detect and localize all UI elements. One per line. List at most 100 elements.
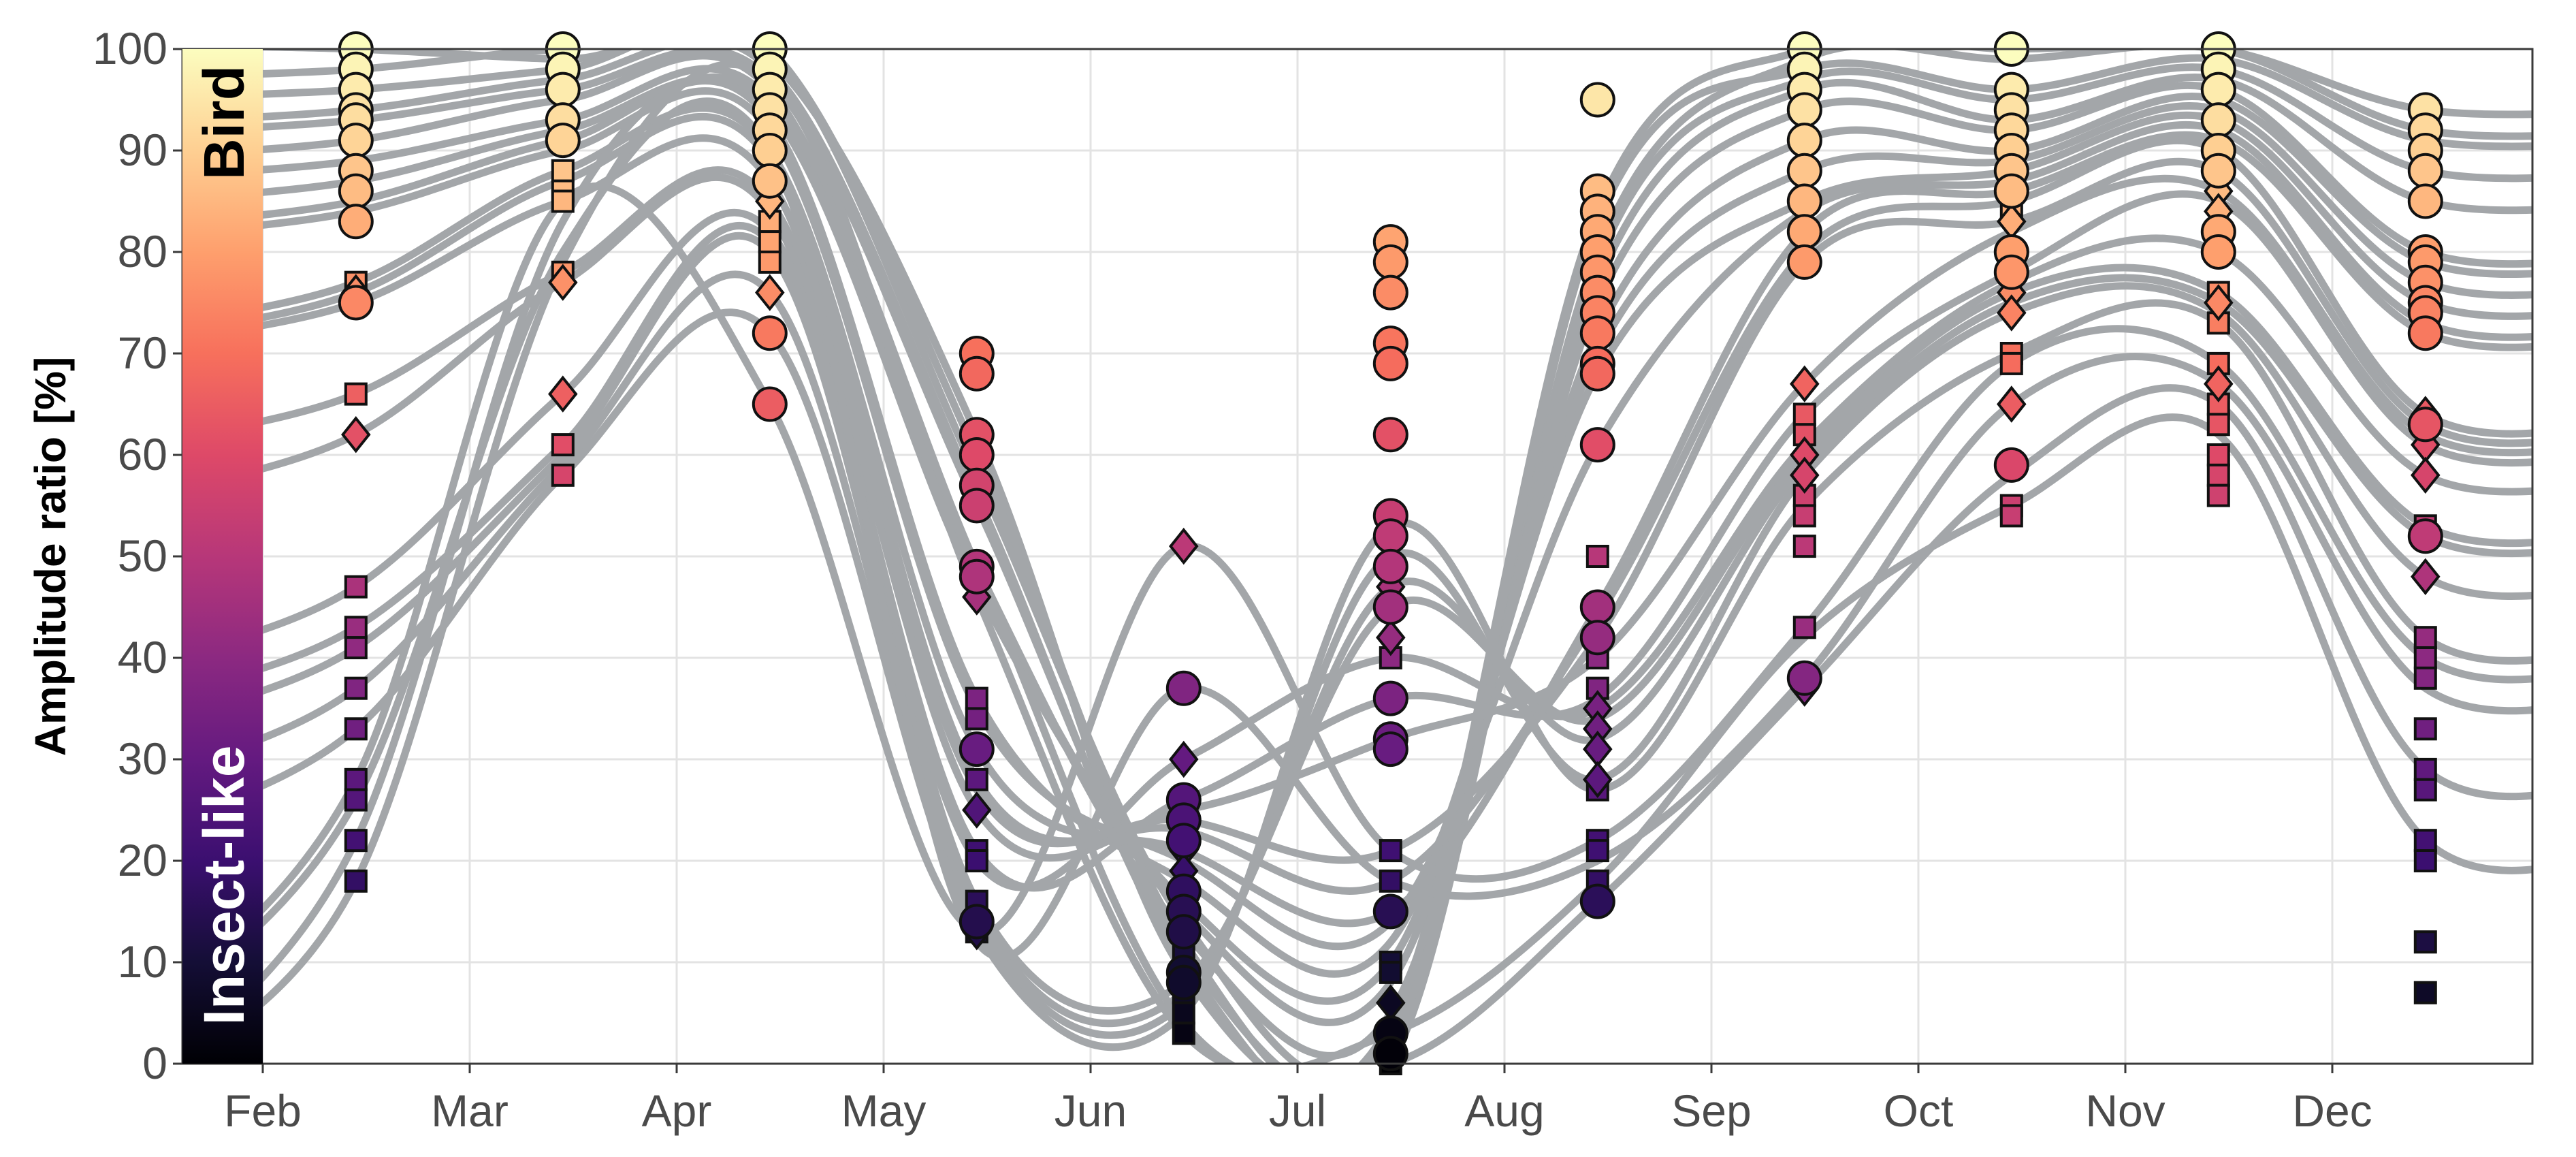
square-marker: [965, 849, 988, 872]
circle-marker: [1786, 153, 1822, 189]
circle-marker: [1786, 214, 1822, 250]
diamond-marker: [755, 274, 785, 311]
square-marker: [2413, 757, 2437, 781]
diamond-marker: [1790, 365, 1820, 402]
circle-marker: [545, 123, 581, 159]
circle-marker: [1372, 417, 1408, 453]
square-marker: [1172, 1001, 1195, 1025]
series-line: [182, 232, 2532, 1028]
circle-marker: [1579, 315, 1615, 351]
circle-marker: [338, 204, 374, 240]
square-marker: [344, 829, 368, 853]
diamond-marker: [548, 375, 578, 413]
square-marker: [344, 636, 368, 660]
diamond-marker: [2411, 558, 2441, 596]
y-axis: 0 10 20 30 40 50 60 70 80 90 100: [93, 23, 182, 1088]
x-tick-label: Sep: [1671, 1085, 1751, 1136]
circle-marker: [1372, 345, 1408, 381]
circle-marker: [1372, 893, 1408, 930]
diamond-marker: [2204, 284, 2234, 321]
y-tick-label: 10: [118, 936, 167, 987]
square-marker: [2413, 626, 2437, 650]
y-tick-label: 90: [118, 125, 167, 175]
colorbar-top-label: Bird: [192, 65, 256, 180]
circle-marker: [959, 558, 995, 595]
circle-marker: [2200, 234, 2236, 270]
circle-marker: [959, 904, 995, 940]
circle-marker: [1786, 183, 1822, 219]
circle-marker: [338, 173, 374, 209]
diamond-marker: [1169, 740, 1199, 778]
square-marker: [2413, 849, 2437, 872]
square-marker: [758, 230, 782, 254]
circle-marker: [1165, 670, 1202, 706]
diamond-marker: [1997, 385, 2027, 423]
circle-marker: [1372, 589, 1408, 625]
square-marker: [2413, 778, 2437, 802]
diamond-marker: [1376, 618, 1406, 656]
square-marker: [1379, 869, 1402, 893]
circle-marker: [545, 72, 581, 108]
circle-marker: [1372, 680, 1408, 716]
square-marker: [344, 869, 368, 893]
y-axis-label: Amplitude ratio [%]: [26, 357, 75, 757]
circle-marker: [1993, 254, 2029, 290]
square-marker: [2413, 666, 2437, 690]
circle-marker: [1372, 731, 1408, 767]
square-marker: [2413, 930, 2437, 954]
square-marker: [551, 463, 575, 487]
diamond-marker: [1790, 456, 1820, 494]
y-tick-label: 20: [118, 835, 167, 885]
square-marker: [1379, 960, 1402, 984]
diamond-marker: [1997, 294, 2027, 332]
square-marker: [1379, 839, 1402, 863]
circle-marker: [2200, 153, 2236, 189]
circle-marker: [752, 163, 788, 199]
series-line: [182, 222, 2532, 1015]
square-marker: [344, 717, 368, 741]
circle-marker: [959, 488, 995, 524]
diamond-marker: [548, 264, 578, 301]
y-tick-label: 50: [118, 530, 167, 581]
square-marker: [1999, 504, 2023, 528]
square-marker: [2413, 981, 2437, 1004]
circle-marker: [1579, 883, 1615, 919]
square-marker: [1792, 535, 1816, 558]
y-tick-label: 60: [118, 429, 167, 479]
square-marker: [2206, 463, 2230, 487]
square-marker: [344, 788, 368, 812]
circle-marker: [1579, 589, 1615, 625]
circle-marker: [1372, 1036, 1408, 1072]
square-marker: [2413, 646, 2437, 669]
circle-marker: [1372, 244, 1408, 280]
y-tick-label: 70: [118, 328, 167, 378]
x-tick-label: Oct: [1884, 1085, 1954, 1136]
x-tick-label: Feb: [224, 1085, 302, 1136]
colorbar: [182, 49, 263, 1064]
series-line: [182, 182, 2532, 986]
y-tick-label: 0: [142, 1038, 167, 1088]
square-marker: [2206, 413, 2230, 437]
square-marker: [965, 767, 988, 791]
circle-marker: [2407, 183, 2443, 219]
square-marker: [1792, 402, 1816, 426]
circle-marker: [1786, 92, 1822, 128]
circle-marker: [752, 386, 788, 422]
x-tick-label: Mar: [431, 1085, 509, 1136]
circle-marker: [2200, 102, 2236, 138]
series-line: [182, 77, 2532, 978]
colorbar-bottom-label: Insect-like: [192, 746, 256, 1026]
circle-marker: [752, 315, 788, 351]
diamond-marker: [962, 791, 992, 829]
y-tick-label: 100: [93, 23, 167, 74]
square-marker: [2206, 484, 2230, 507]
circle-marker: [1993, 173, 2029, 209]
x-tick-label: Apr: [642, 1085, 712, 1136]
square-marker: [2206, 443, 2230, 466]
square-marker: [1172, 1021, 1195, 1045]
circle-marker: [2200, 72, 2236, 108]
series-line: [182, 97, 2532, 996]
y-tick-label: 30: [118, 733, 167, 784]
circle-marker: [959, 731, 995, 767]
